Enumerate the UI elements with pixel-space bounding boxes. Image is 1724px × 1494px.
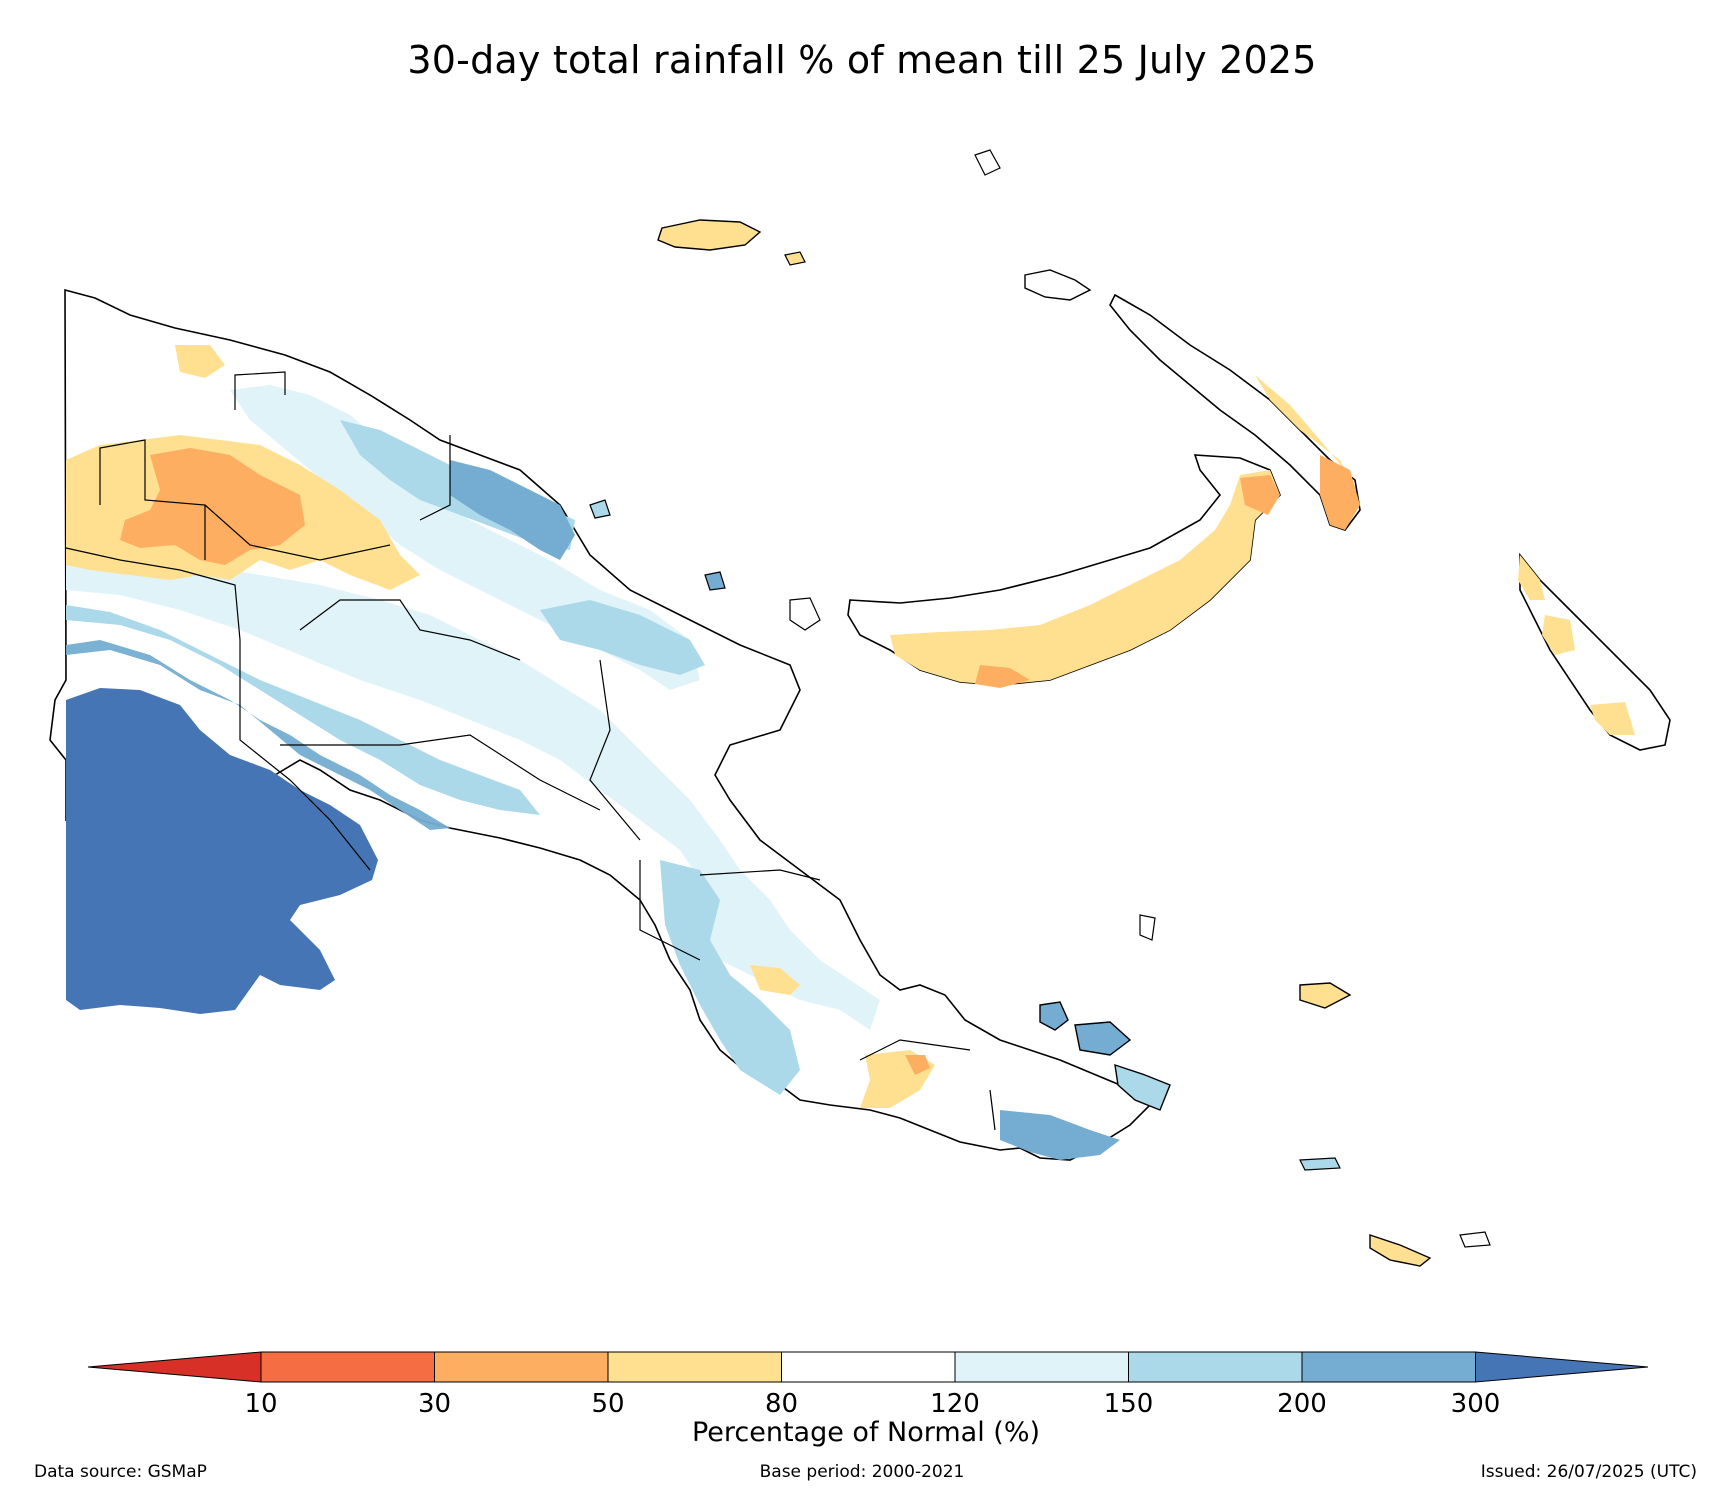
rain-zone-50-80-central-south (750, 965, 800, 995)
colorbar-bin-10-30 (260, 1351, 435, 1383)
new-hanover-island (1024, 269, 1092, 301)
colorbar-tick-50: 50 (591, 1389, 624, 1419)
issued-date-note: Issued: 26/07/2025 (UTC) (1480, 1462, 1697, 1482)
long-island (704, 571, 726, 591)
rain-zone-200-300-southeast-tip (1000, 1110, 1120, 1160)
colorbar-bin-200-300 (1301, 1351, 1476, 1383)
rain-zone-30-50-southeast (905, 1055, 930, 1075)
rain-zone-50-80-new-ireland (1255, 375, 1345, 470)
colorbar-bin-50-80 (607, 1351, 782, 1383)
fergusson-island (1074, 1021, 1132, 1056)
map-title: 30-day total rainfall % of mean till 25 … (407, 38, 1317, 82)
colorbar-tick-200: 200 (1277, 1389, 1327, 1419)
goodenough-island (1039, 1001, 1069, 1031)
colorbar-tick-10: 10 (244, 1389, 277, 1419)
rain-zone-30-50-northwest (120, 448, 305, 565)
rain-zone-200-300-south (66, 640, 450, 830)
manus-island (657, 219, 762, 251)
rain-zone-150-200-south (66, 605, 540, 815)
mussau-island (974, 149, 1001, 176)
rain-zone-30-50-new-ireland (1320, 455, 1360, 530)
rossel-island (1459, 1231, 1491, 1248)
karkar-island (589, 499, 611, 519)
colorbar-tick-300: 300 (1451, 1389, 1501, 1419)
rain-zone-50-80-new-britain (890, 470, 1280, 685)
colorbar-tick-30: 30 (418, 1389, 451, 1419)
rain-zone-50-80-bougainville-north (1518, 555, 1545, 600)
umboi-island (789, 597, 821, 631)
rain-zone-50-80-bougainville-south (1590, 702, 1635, 735)
colorbar-bin-below-10 (87, 1351, 262, 1383)
colorbar-bin-30-50 (434, 1351, 609, 1383)
province-boundaries (65, 371, 996, 1131)
rain-zone-over-300-southwest (66, 688, 378, 1014)
rain-zone-50-80-northwest-coast (175, 345, 225, 378)
rossel-tagula-island (1369, 1234, 1432, 1267)
rain-zone-200-300-north-coast (450, 460, 575, 560)
misima-island (1299, 1157, 1341, 1171)
colorbar-bin-above-300 (1475, 1351, 1649, 1383)
rain-zone-150-200-sepik (540, 600, 705, 675)
rain-zone-120-150-central (66, 560, 880, 1030)
base-period-note: Base period: 2000-2021 (759, 1462, 965, 1482)
colorbar-bin-80-120 (781, 1351, 956, 1383)
colorbar-tick-80: 80 (765, 1389, 798, 1419)
rain-zone-150-200-southeast (660, 860, 800, 1095)
colorbar-bin-150-200 (1128, 1351, 1303, 1383)
colorbar-tick-150: 150 (1104, 1389, 1154, 1419)
rain-zone-30-50-gazelle (1240, 475, 1280, 515)
manus-islet-east (784, 251, 806, 266)
data-source-note: Data source: GSMaP (34, 1462, 207, 1482)
normanby-island (1114, 1063, 1171, 1111)
trobriand-islands (1139, 914, 1156, 941)
colorbar-title: Percentage of Normal (%) (692, 1417, 1040, 1448)
woodlark-island (1299, 982, 1352, 1009)
rain-zone-30-50-new-britain (975, 665, 1030, 688)
colorbar-tick-120: 120 (930, 1389, 980, 1419)
rain-zone-50-80-bougainville-mid (1542, 615, 1575, 655)
colorbar-bin-120-150 (954, 1351, 1129, 1383)
